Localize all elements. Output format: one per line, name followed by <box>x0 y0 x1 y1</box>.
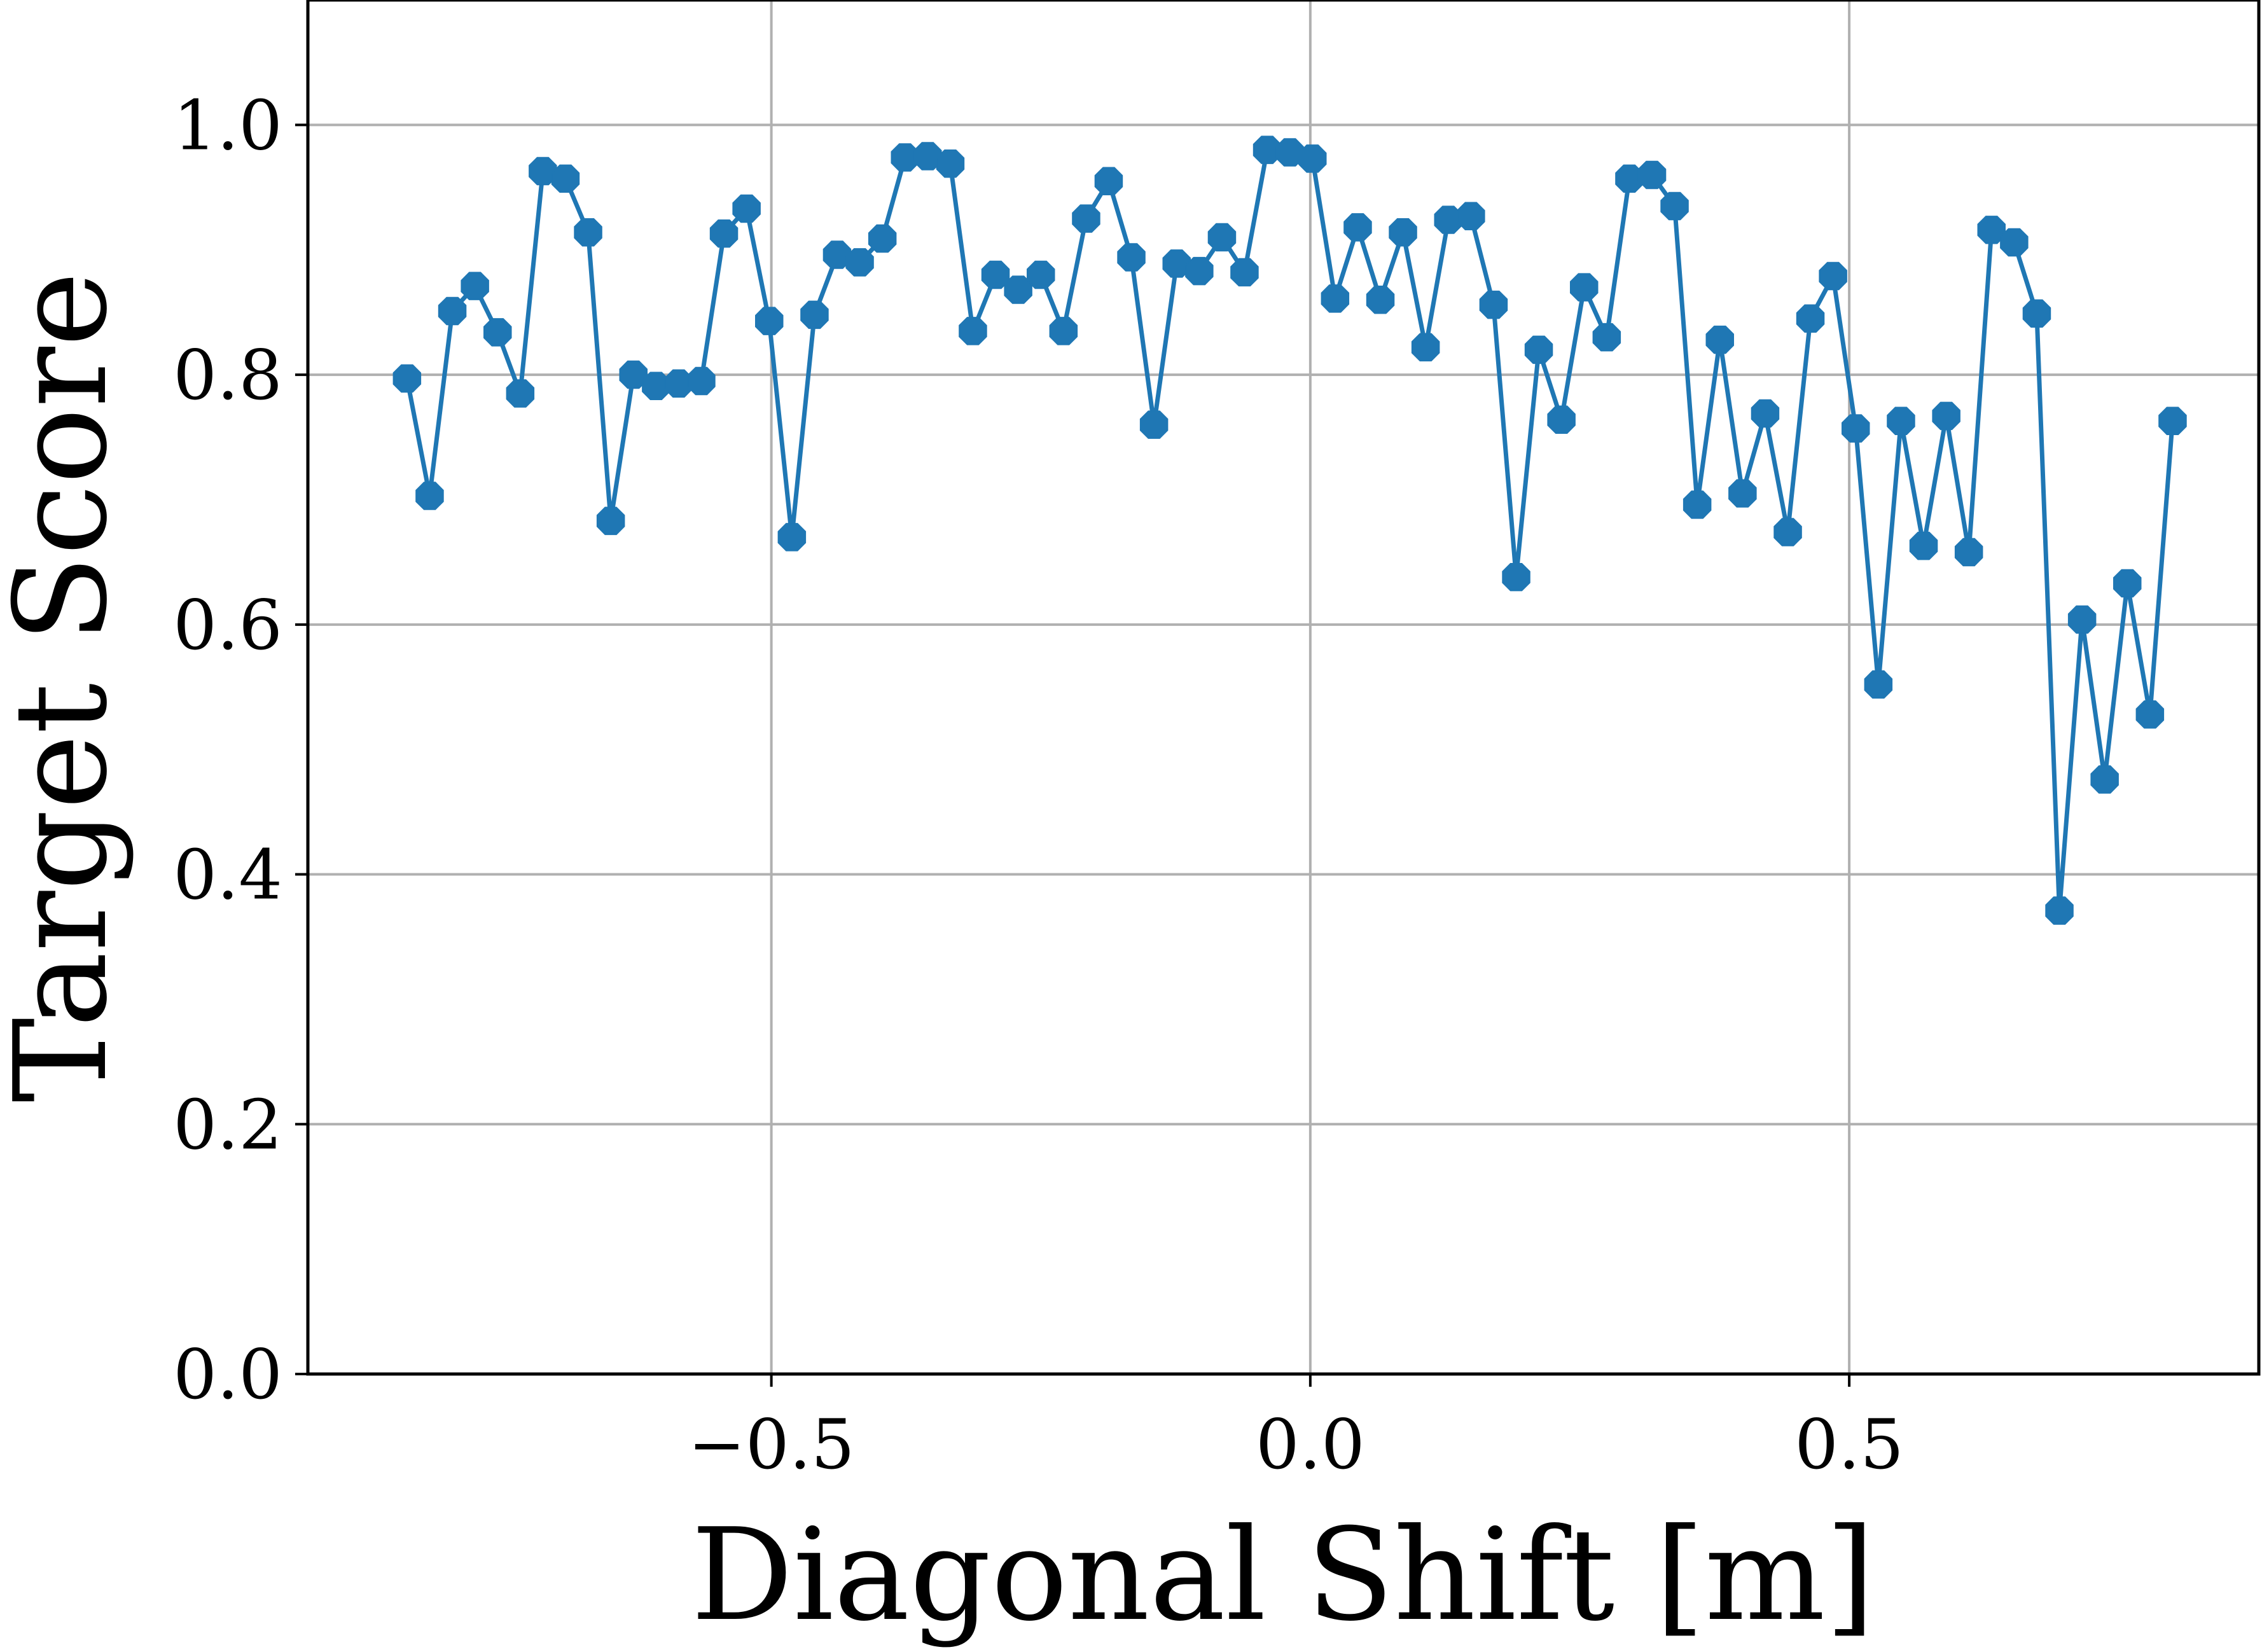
data-point-marker <box>1728 479 1757 508</box>
y-tick-label: 0.8 <box>173 336 282 415</box>
data-point-marker <box>1547 405 1576 434</box>
data-point-marker <box>1932 401 1960 431</box>
data-point-marker <box>1321 284 1350 313</box>
data-point-marker <box>2022 299 2051 328</box>
data-point-marker <box>483 318 512 347</box>
data-point-marker <box>1705 325 1734 354</box>
data-point-marker <box>868 224 897 253</box>
data-point-marker <box>1592 323 1621 352</box>
data-point-marker <box>800 300 829 330</box>
data-point-marker <box>1819 261 1847 291</box>
data-point-marker <box>1479 290 1508 319</box>
data-point-marker <box>2067 605 2097 634</box>
data-point-marker <box>2135 700 2165 729</box>
y-tick-label: 0.2 <box>173 1085 282 1165</box>
data-point-marker <box>1751 399 1780 428</box>
data-point-marker <box>551 164 580 193</box>
data-point-marker <box>1524 335 1553 364</box>
data-point-marker <box>1162 249 1191 278</box>
data-point-marker <box>913 142 942 170</box>
data-point-marker <box>2045 896 2074 925</box>
data-point-marker <box>1298 144 1327 173</box>
data-point-marker <box>1977 216 2006 244</box>
plot-frame <box>306 0 2261 1376</box>
data-point-marker <box>1411 333 1440 362</box>
data-point-marker <box>1185 256 1214 286</box>
y-tick-label: 0.0 <box>173 1335 282 1415</box>
data-point-marker <box>1842 414 1870 443</box>
tick-marks <box>295 123 1851 1387</box>
data-point-marker <box>1049 317 1078 345</box>
data-point-marker <box>687 366 716 396</box>
x-tick-label: −0.5 <box>688 1405 854 1485</box>
data-point-marker <box>1207 223 1237 252</box>
data-point-marker <box>959 317 987 345</box>
data-point-marker <box>1570 273 1599 302</box>
data-point-marker <box>2158 406 2187 435</box>
data-point-marker <box>1864 670 1893 699</box>
data-point-marker <box>822 240 852 269</box>
data-point-marker <box>1796 304 1825 333</box>
data-series <box>392 135 2187 925</box>
data-point-marker <box>936 149 965 178</box>
data-point-marker <box>732 194 761 223</box>
series-line <box>405 148 2175 913</box>
data-point-marker <box>415 482 444 510</box>
y-tick-label: 0.4 <box>173 836 282 915</box>
data-point-marker <box>1366 286 1395 314</box>
data-point-marker <box>1230 258 1259 287</box>
data-point-marker <box>709 219 739 248</box>
data-point-marker <box>1683 490 1712 519</box>
data-point-marker <box>2113 569 2142 598</box>
data-point-marker <box>1954 538 1983 567</box>
data-point-marker <box>1343 213 1372 242</box>
data-point-marker <box>574 218 602 247</box>
data-point-marker <box>1117 243 1146 272</box>
data-point-marker <box>1139 410 1169 439</box>
data-point-marker <box>2090 765 2119 794</box>
data-point-marker <box>1909 531 1938 560</box>
data-point-marker <box>619 360 648 389</box>
data-point-marker <box>1389 218 1417 247</box>
tick-labels: 0.0 0.2 0.4 0.6 0.8 1.0 −0.5 0.0 0.5 <box>173 86 1904 1485</box>
data-point-marker <box>1457 202 1485 230</box>
x-tick-label: 0.5 <box>1794 1405 1904 1485</box>
data-point-marker <box>1773 518 1802 546</box>
data-point-marker <box>1027 260 1055 289</box>
data-point-marker <box>529 156 557 186</box>
data-point-marker <box>2000 228 2029 257</box>
grid-lines <box>308 0 2259 1375</box>
y-tick-label: 0.6 <box>173 586 282 665</box>
data-point-marker <box>845 248 874 277</box>
data-point-marker <box>777 523 807 552</box>
data-point-marker <box>1072 204 1100 233</box>
data-point-marker <box>1637 160 1667 190</box>
data-point-marker <box>1660 191 1689 221</box>
data-point-marker <box>392 364 422 393</box>
data-point-marker <box>1502 563 1530 592</box>
x-tick-label: 0.0 <box>1256 1405 1365 1485</box>
x-axis-label: Diagonal Shift [m] <box>691 1501 1875 1649</box>
data-point-marker <box>981 260 1010 289</box>
y-tick-label: 1.0 <box>173 86 282 165</box>
data-point-marker <box>596 506 625 536</box>
data-point-marker <box>1275 138 1304 167</box>
data-point-marker <box>438 296 467 326</box>
data-point-marker <box>1252 135 1282 164</box>
data-point-marker <box>1094 167 1123 195</box>
data-point-marker <box>461 272 489 300</box>
data-point-marker <box>506 379 535 408</box>
y-axis-label: Target Score <box>0 272 135 1102</box>
data-point-marker <box>755 307 784 335</box>
data-point-marker <box>1887 406 1915 435</box>
